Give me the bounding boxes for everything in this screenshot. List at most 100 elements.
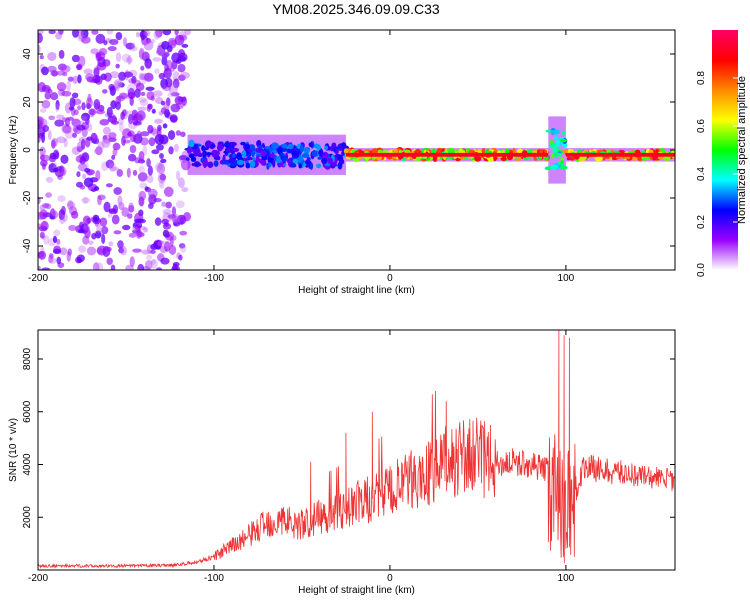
heatmap-cell: [39, 146, 46, 157]
heatmap-cell: [152, 57, 162, 62]
heatmap-cell: [85, 118, 90, 125]
heatmap-cell: [550, 130, 556, 134]
heatmap-cell: [559, 138, 568, 143]
heatmap-cell: [147, 124, 154, 134]
heatmap-cell: [175, 130, 181, 136]
heatmap-cell: [41, 220, 48, 228]
heatmap-cell: [56, 82, 67, 92]
heatmap-cell: [44, 91, 52, 100]
heatmap-cell: [61, 213, 68, 222]
colorbar-label: Normalized spectral amplitude: [736, 76, 748, 224]
heatmap-cell: [47, 89, 53, 94]
heatmap-cell: [128, 232, 137, 238]
heatmap-cell: [41, 267, 51, 270]
heatmap-cell: [162, 123, 168, 129]
heatmap-cell: [138, 151, 145, 162]
heatmap-cell: [138, 47, 145, 59]
heatmap-cell: [207, 161, 214, 169]
heatmap-cell: [156, 46, 165, 57]
heatmap-cell: [59, 247, 68, 256]
heatmap-cell: [183, 212, 191, 222]
heatmap-cell: [145, 86, 155, 91]
heatmap-cell: [135, 228, 142, 239]
heatmap-cell: [83, 224, 90, 232]
heatmap-cell: [292, 158, 299, 164]
heatmap-cell: [41, 99, 51, 109]
heatmap-cell: [109, 71, 120, 79]
heatmap-cell: [78, 228, 85, 234]
heatmap-cell: [249, 160, 256, 169]
heatmap-cell: [39, 231, 45, 239]
heatmap-cell: [389, 149, 393, 154]
heatmap-cell: [80, 36, 91, 44]
heatmap-cell: [77, 30, 84, 40]
heatmap-cell: [71, 118, 81, 127]
heatmap-cell: [330, 145, 334, 152]
heatmap-cell: [504, 148, 510, 154]
heatmap-cell: [108, 83, 115, 91]
heatmap-cell: [131, 226, 139, 232]
heatmap-cell: [155, 30, 163, 38]
heatmap-cell: [128, 130, 135, 137]
heatmap-cell: [118, 202, 125, 211]
heatmap-cell: [112, 142, 121, 151]
heatmap-cell: [290, 150, 297, 156]
heatmap-cell: [80, 115, 88, 122]
heatmap-cell: [140, 30, 146, 41]
heatmap-cell: [127, 54, 132, 65]
heatmap-cell: [135, 31, 140, 38]
heatmap-cell: [178, 74, 186, 81]
heatmap-cell: [179, 244, 187, 253]
heatmap-cell: [159, 173, 166, 181]
heatmap-cell: [95, 170, 101, 181]
heatmap-cell: [97, 195, 102, 206]
heatmap-cell: [77, 258, 83, 264]
heatmap-cell: [75, 155, 85, 163]
heatmap-cell: [149, 194, 155, 200]
heatmap-cell: [205, 152, 212, 156]
heatmap-cell: [137, 172, 148, 182]
colorbar-tick-label: 0.8: [696, 71, 707, 85]
heatmap-cell: [88, 240, 94, 245]
heatmap-cell: [146, 175, 154, 184]
heatmap-cell: [188, 153, 195, 159]
heatmap-cell: [305, 160, 312, 165]
heatmap-cell: [173, 143, 180, 153]
heatmap-cell: [135, 82, 145, 91]
heatmap-cell: [177, 49, 186, 58]
heatmap-cell: [560, 157, 564, 161]
heatmap-cell: [96, 223, 102, 233]
heatmap-cell: [268, 162, 272, 168]
heatmap-cell: [179, 230, 188, 236]
heatmap-cell: [139, 182, 148, 189]
heatmap-cell: [163, 71, 172, 79]
heatmap-cell: [415, 156, 421, 161]
heatmap-cell: [80, 138, 86, 150]
heatmap-cell: [120, 245, 127, 256]
heatmap-cell: [371, 148, 379, 155]
heatmap-cell: [303, 146, 310, 154]
heatmap-cell: [175, 200, 185, 209]
heatmap-cell: [61, 167, 67, 176]
heatmap-cell: [173, 221, 181, 227]
heatmap-cell: [95, 109, 105, 115]
heatmap-cell: [118, 247, 125, 254]
heatmap-cell: [56, 114, 65, 120]
heatmap-cell: [96, 245, 107, 256]
heatmap-cell: [175, 170, 181, 181]
heatmap-cell: [131, 109, 138, 119]
heatmap-cell: [131, 42, 136, 51]
heatmap-cell: [72, 30, 79, 38]
heatmap-cell: [143, 30, 151, 37]
heatmap-cell: [81, 102, 86, 111]
heatmap-cell: [343, 148, 349, 154]
x-tick-label: 0: [387, 273, 393, 284]
heatmap-cell: [99, 119, 110, 126]
heatmap-cell: [128, 202, 134, 211]
heatmap-cell: [153, 30, 160, 40]
snr-frame: [37, 329, 676, 571]
heatmap-cell: [126, 167, 131, 178]
heatmap-cell: [38, 32, 43, 44]
heatmap-cell: [157, 172, 166, 184]
heatmap-cell: [92, 134, 99, 141]
